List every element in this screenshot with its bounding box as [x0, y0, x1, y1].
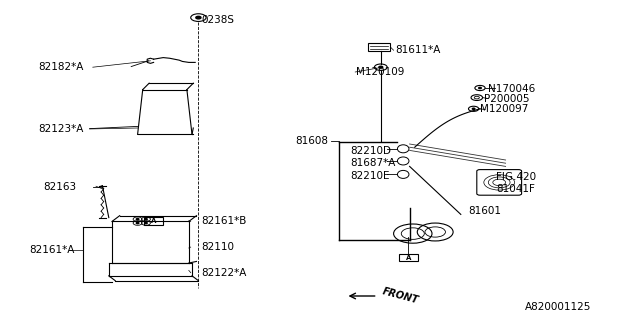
Text: 82161*B: 82161*B	[202, 216, 247, 227]
Circle shape	[196, 16, 201, 19]
Ellipse shape	[397, 157, 409, 165]
Circle shape	[479, 87, 481, 89]
Text: M120109: M120109	[356, 67, 404, 77]
Text: 82123*A: 82123*A	[38, 124, 84, 134]
Circle shape	[145, 222, 147, 224]
FancyBboxPatch shape	[477, 170, 522, 195]
Text: 81601: 81601	[468, 206, 502, 216]
Text: 82210D: 82210D	[351, 146, 392, 156]
Bar	[368, 43, 390, 51]
Text: 82163: 82163	[44, 182, 77, 192]
Bar	[144, 217, 163, 225]
Circle shape	[136, 222, 139, 224]
Text: 81608: 81608	[296, 136, 329, 147]
Text: 82110: 82110	[202, 242, 235, 252]
Text: P200005: P200005	[484, 93, 530, 104]
Text: M120097: M120097	[480, 104, 529, 115]
Text: A: A	[151, 218, 156, 224]
Circle shape	[145, 219, 147, 220]
Text: 81041F: 81041F	[496, 184, 535, 194]
Text: FRONT: FRONT	[381, 286, 419, 306]
Text: N170046: N170046	[488, 84, 535, 94]
Circle shape	[379, 66, 383, 68]
Text: 81611*A: 81611*A	[395, 45, 440, 55]
Text: 0238S: 0238S	[202, 15, 235, 25]
Circle shape	[472, 108, 475, 109]
Text: 82182*A: 82182*A	[38, 62, 84, 72]
Text: 82161*A: 82161*A	[29, 245, 74, 255]
Ellipse shape	[397, 171, 409, 179]
Text: A: A	[406, 255, 411, 260]
Ellipse shape	[397, 145, 409, 153]
Circle shape	[136, 219, 139, 220]
Text: A820001125: A820001125	[525, 301, 591, 312]
Text: 82122*A: 82122*A	[202, 268, 247, 278]
Text: 81687*A: 81687*A	[351, 157, 396, 168]
Text: FIG.420: FIG.420	[496, 172, 536, 182]
Bar	[399, 254, 418, 261]
Text: 82210E: 82210E	[351, 171, 390, 181]
